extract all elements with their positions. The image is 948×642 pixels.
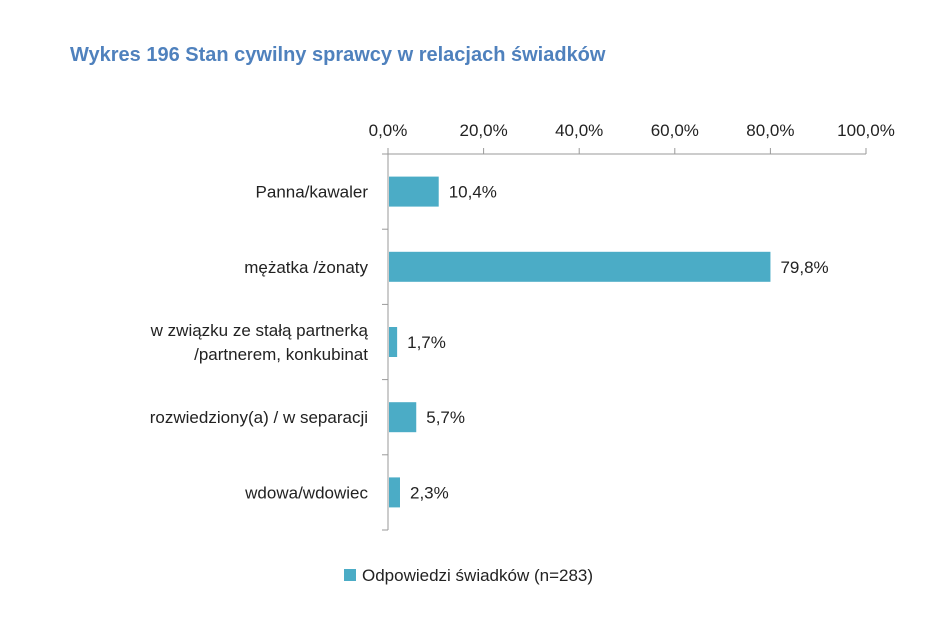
bar [389, 327, 398, 357]
x-tick-label: 100,0% [837, 121, 895, 140]
legend-label: Odpowiedzi świadków (n=283) [362, 566, 593, 585]
data-label: 5,7% [426, 408, 465, 427]
category-label: mężatka /żonaty [244, 258, 368, 277]
x-tick-label: 60,0% [651, 121, 699, 140]
x-tick-label: 80,0% [746, 121, 794, 140]
bar [389, 176, 439, 207]
category-label: /partnerem, konkubinat [194, 345, 368, 364]
legend-swatch [344, 569, 356, 581]
x-tick-label: 0,0% [369, 121, 408, 140]
chart-title: Wykres 196 Stan cywilny sprawcy w relacj… [70, 44, 606, 66]
bar [389, 251, 771, 282]
x-tick-label: 40,0% [555, 121, 603, 140]
bar [389, 477, 400, 508]
data-label: 1,7% [407, 333, 446, 352]
category-label: wdowa/wdowiec [244, 483, 368, 502]
data-label: 10,4% [449, 183, 497, 202]
category-label: w związku ze stałą partnerką [150, 321, 369, 340]
data-label: 79,8% [780, 258, 828, 277]
category-label: Panna/kawaler [256, 183, 369, 202]
bar [389, 402, 417, 433]
x-tick-label: 20,0% [459, 121, 507, 140]
category-label: rozwiedziony(a) / w separacji [150, 408, 368, 427]
data-label: 2,3% [410, 483, 449, 502]
